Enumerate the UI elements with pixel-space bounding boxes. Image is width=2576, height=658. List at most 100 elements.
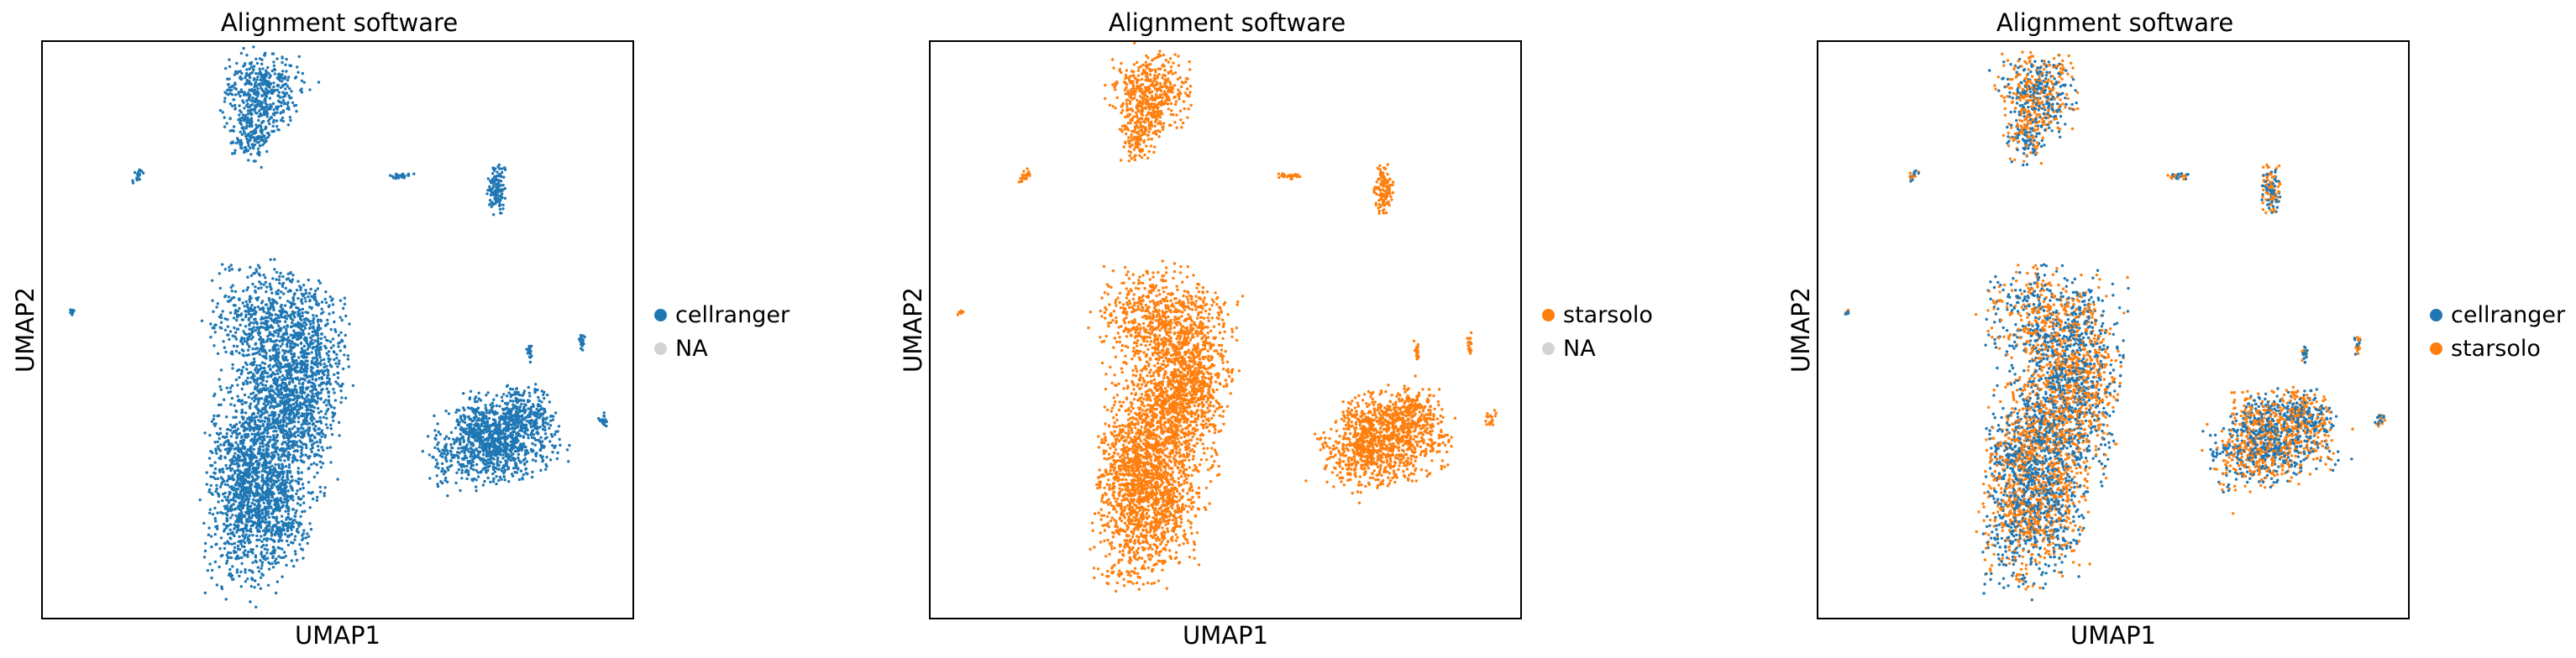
data-point: [238, 269, 240, 271]
data-point: [244, 535, 246, 538]
data-point: [543, 397, 545, 400]
data-point: [338, 384, 341, 387]
data-point: [297, 467, 300, 469]
data-point: [286, 442, 289, 445]
data-point: [255, 489, 258, 492]
data-point: [299, 332, 302, 335]
data-point: [287, 513, 290, 515]
data-point: [240, 341, 243, 343]
data-point: [279, 425, 281, 427]
data-point: [279, 389, 281, 391]
data-point: [479, 433, 481, 436]
data-point: [520, 469, 522, 472]
data-point: [286, 79, 289, 81]
data-point: [308, 429, 311, 431]
data-point: [223, 399, 225, 401]
data-point: [317, 81, 320, 83]
data-point: [518, 394, 521, 396]
data-point: [278, 340, 281, 342]
data-point: [281, 548, 283, 551]
data-point: [248, 328, 250, 331]
data-point: [235, 319, 238, 321]
data-point: [516, 436, 518, 438]
data-point: [257, 412, 260, 415]
data-point: [469, 447, 471, 450]
data-point: [306, 367, 308, 369]
data-point: [281, 410, 284, 412]
data-point: [281, 382, 284, 384]
data-point: [490, 445, 492, 447]
data-point: [250, 585, 253, 588]
data-point: [281, 576, 283, 578]
data-point: [300, 286, 302, 289]
data-point: [213, 472, 216, 474]
data-point: [229, 387, 232, 389]
data-point: [238, 514, 240, 516]
data-point: [513, 438, 516, 441]
data-point: [269, 285, 271, 288]
data-point: [228, 269, 231, 272]
data-point: [332, 311, 334, 314]
data-point: [494, 420, 496, 423]
data-point: [276, 581, 279, 583]
data-point: [286, 455, 289, 457]
data-point: [270, 291, 273, 294]
data-point: [290, 529, 292, 531]
data-point: [291, 378, 293, 380]
data-point: [279, 488, 281, 490]
data-point: [234, 441, 237, 444]
data-point: [465, 469, 468, 472]
data-point: [467, 406, 470, 409]
data-point: [233, 550, 235, 552]
data-point: [251, 347, 254, 350]
data-point: [232, 459, 234, 462]
data-point: [309, 412, 312, 415]
data-point: [223, 295, 226, 298]
data-point: [308, 402, 311, 405]
data-point: [292, 565, 295, 567]
data-point: [515, 406, 517, 409]
data-point: [251, 475, 254, 478]
data-point: [241, 388, 244, 390]
data-point: [347, 354, 349, 357]
data-point: [302, 537, 305, 540]
data-point: [310, 528, 312, 530]
data-point: [295, 359, 297, 362]
data-point: [445, 443, 448, 446]
data-point: [260, 382, 262, 384]
data-point: [480, 457, 483, 460]
data-point: [294, 550, 296, 552]
data-point: [450, 464, 453, 467]
data-point: [281, 476, 284, 478]
data-point: [517, 391, 519, 394]
data-point: [480, 411, 483, 414]
data-point: [340, 396, 343, 399]
data-point: [246, 577, 249, 580]
data-point: [246, 377, 249, 379]
data-point: [260, 318, 262, 321]
data-point: [310, 295, 312, 298]
data-point: [277, 540, 280, 542]
data-point: [288, 381, 291, 384]
data-point: [316, 453, 318, 456]
data-point: [302, 529, 305, 531]
data-point: [245, 368, 248, 370]
data-point: [322, 462, 324, 464]
data-point: [284, 363, 286, 366]
data-point: [294, 512, 296, 514]
data-point: [551, 451, 553, 453]
data-point: [333, 391, 335, 394]
data-point: [314, 429, 317, 431]
data-point: [260, 499, 263, 501]
data-point: [274, 474, 276, 477]
data-point: [542, 428, 544, 431]
data-point: [469, 426, 471, 428]
data-point: [311, 335, 313, 337]
data-point: [520, 425, 522, 427]
data-point: [326, 319, 328, 321]
data-point: [217, 441, 219, 443]
data-point: [276, 488, 279, 491]
data-point: [267, 448, 270, 451]
data-point: [537, 403, 539, 405]
data-point: [451, 446, 454, 449]
